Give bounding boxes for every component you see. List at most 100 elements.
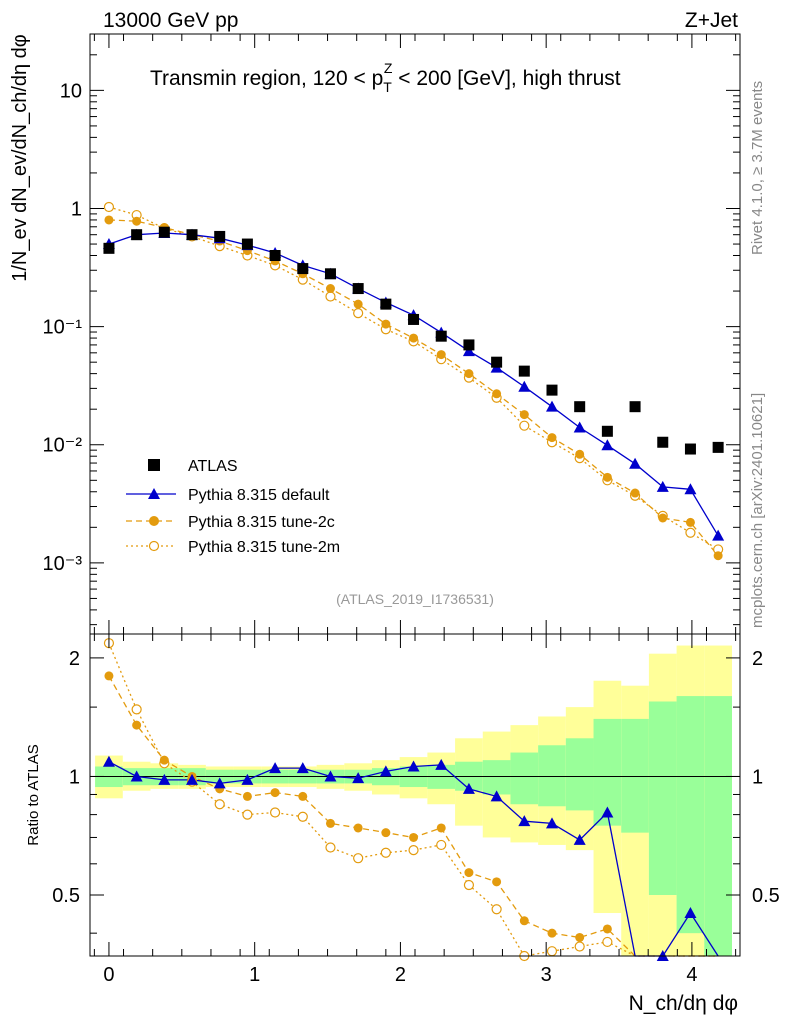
ratio-point-tune2c <box>492 877 502 887</box>
ratio-point-default <box>684 907 697 919</box>
point-atlas <box>491 356 503 368</box>
ratio-point-default <box>130 770 143 782</box>
ratio-point-tune2m <box>242 809 253 820</box>
ratio-point-default <box>601 806 614 818</box>
xlabel: N_ch/dη dφ <box>629 992 738 1015</box>
ratio-point-tune2c <box>353 823 363 833</box>
point-atlas <box>629 401 641 413</box>
ratio-point-default <box>435 758 448 770</box>
xtick-label: 3 <box>541 964 552 986</box>
legend-marker-tune2m <box>148 540 160 552</box>
ratio-point-tune2m <box>131 704 142 715</box>
point-tune2c <box>630 488 640 498</box>
point-tune2c <box>575 449 585 459</box>
ratio-point-tune2m <box>269 807 281 818</box>
plot-title-sup: Z <box>384 60 393 76</box>
header-right: Z+Jet <box>685 9 738 32</box>
point-atlas <box>214 230 226 242</box>
ratio-point-tune2c <box>159 755 169 765</box>
ratio-point-default <box>462 782 475 794</box>
band-inner <box>676 696 705 934</box>
point-tune2c <box>325 284 335 294</box>
ratio-point-tune2c <box>242 791 252 801</box>
point-tune2c <box>492 389 502 399</box>
ratio-point-tune2c <box>602 924 612 934</box>
legend-label-atlas: ATLAS <box>188 458 238 475</box>
ratio-point-tune2m <box>436 839 447 851</box>
ratio-point-tune2c <box>325 818 335 828</box>
band-inner <box>621 718 649 833</box>
point-atlas <box>131 229 143 241</box>
ratio-point-tune2c <box>547 928 557 938</box>
ratio-point-tune2m <box>602 936 613 948</box>
legend-label-default: Pythia 8.315 default <box>188 487 330 504</box>
point-atlas <box>352 283 364 295</box>
ratio-point-tune2c <box>409 832 419 842</box>
ratio-point-tune2m <box>214 799 225 810</box>
plot-title: Transmin region, 120 < pTZ < 200 [GeV], … <box>150 60 621 95</box>
point-default <box>462 345 475 357</box>
watermark: (ATLAS_2019_I1736531) <box>336 591 494 607</box>
main-series <box>102 201 725 561</box>
ratio-point-default <box>186 773 199 785</box>
ratio-point-tune2m <box>463 879 475 891</box>
ratio-point-tune2c <box>575 932 585 942</box>
point-atlas <box>712 441 724 453</box>
band-inner <box>704 696 732 956</box>
xtick-label: 1 <box>249 964 260 986</box>
ratio-point-default <box>324 770 337 782</box>
ratio-point-tune2c <box>270 788 280 798</box>
ratio-point-tune2m <box>380 847 391 858</box>
ratio-ytick-label-right: 1 <box>752 766 763 788</box>
ratio-point-default <box>102 755 115 767</box>
plot-title-sub: T <box>383 79 392 95</box>
point-tune2c <box>547 433 557 443</box>
point-default <box>656 480 669 492</box>
point-atlas <box>518 365 530 377</box>
ratio-point-default <box>158 773 171 785</box>
ratio-point-default <box>296 762 309 774</box>
ratio-ytick-label-right: 2 <box>752 648 763 670</box>
point-tune2m <box>685 527 696 538</box>
point-tune2m <box>519 420 530 431</box>
main-ytick-label: 10⁻³ <box>43 553 83 575</box>
band-inner <box>510 752 539 805</box>
main-ytick-label: 10⁻¹ <box>43 317 83 339</box>
xtick-label: 0 <box>103 964 114 986</box>
legend-label-tune2c: Pythia 8.315 tune-2c <box>188 514 335 531</box>
point-tune2m <box>353 308 364 319</box>
point-tune2m <box>103 201 115 213</box>
ratio-point-tune2c <box>104 671 114 681</box>
point-tune2c <box>409 333 419 343</box>
point-default <box>629 457 642 469</box>
ratio-point-tune2m <box>491 904 502 915</box>
ratio-point-tune2m <box>325 842 336 853</box>
ratio-ytick-label-right: 0.5 <box>752 885 780 907</box>
xtick-label: 4 <box>686 964 697 986</box>
ratio-point-default <box>379 765 392 777</box>
point-tune2c <box>104 215 114 225</box>
ratio-point-default <box>213 777 226 789</box>
rivet-side-text: Rivet 4.1.0, ≥ 3.7M events <box>749 81 766 255</box>
point-tune2c <box>658 513 668 523</box>
ratio-ytick-label: 2 <box>69 648 80 670</box>
ratio-ticks: 0.5 0.5 1 1 2 2 0 1 2 3 4 <box>52 634 780 986</box>
band-inner <box>538 745 566 807</box>
ratio-point-default <box>269 762 282 774</box>
point-default <box>684 483 697 495</box>
point-tune2c <box>685 517 695 527</box>
point-atlas <box>435 330 447 342</box>
mcplots-side-text: mcplots.cern.ch [arXiv:2401.10621] <box>749 393 766 628</box>
legend: ATLAS Pythia 8.315 default Pythia 8.315 … <box>126 458 340 556</box>
ratio-point-tune2m <box>574 941 585 952</box>
ratio-point-tune2m <box>297 811 308 822</box>
ratio-point-default <box>490 790 503 802</box>
point-atlas <box>158 226 170 238</box>
point-tune2c <box>381 319 391 329</box>
point-atlas <box>241 238 253 250</box>
ratio-point-default <box>573 833 586 845</box>
point-default <box>712 529 725 541</box>
header-left: 13000 GeV pp <box>103 9 238 32</box>
point-tune2c <box>132 216 142 226</box>
ratio-point-default <box>545 817 558 829</box>
